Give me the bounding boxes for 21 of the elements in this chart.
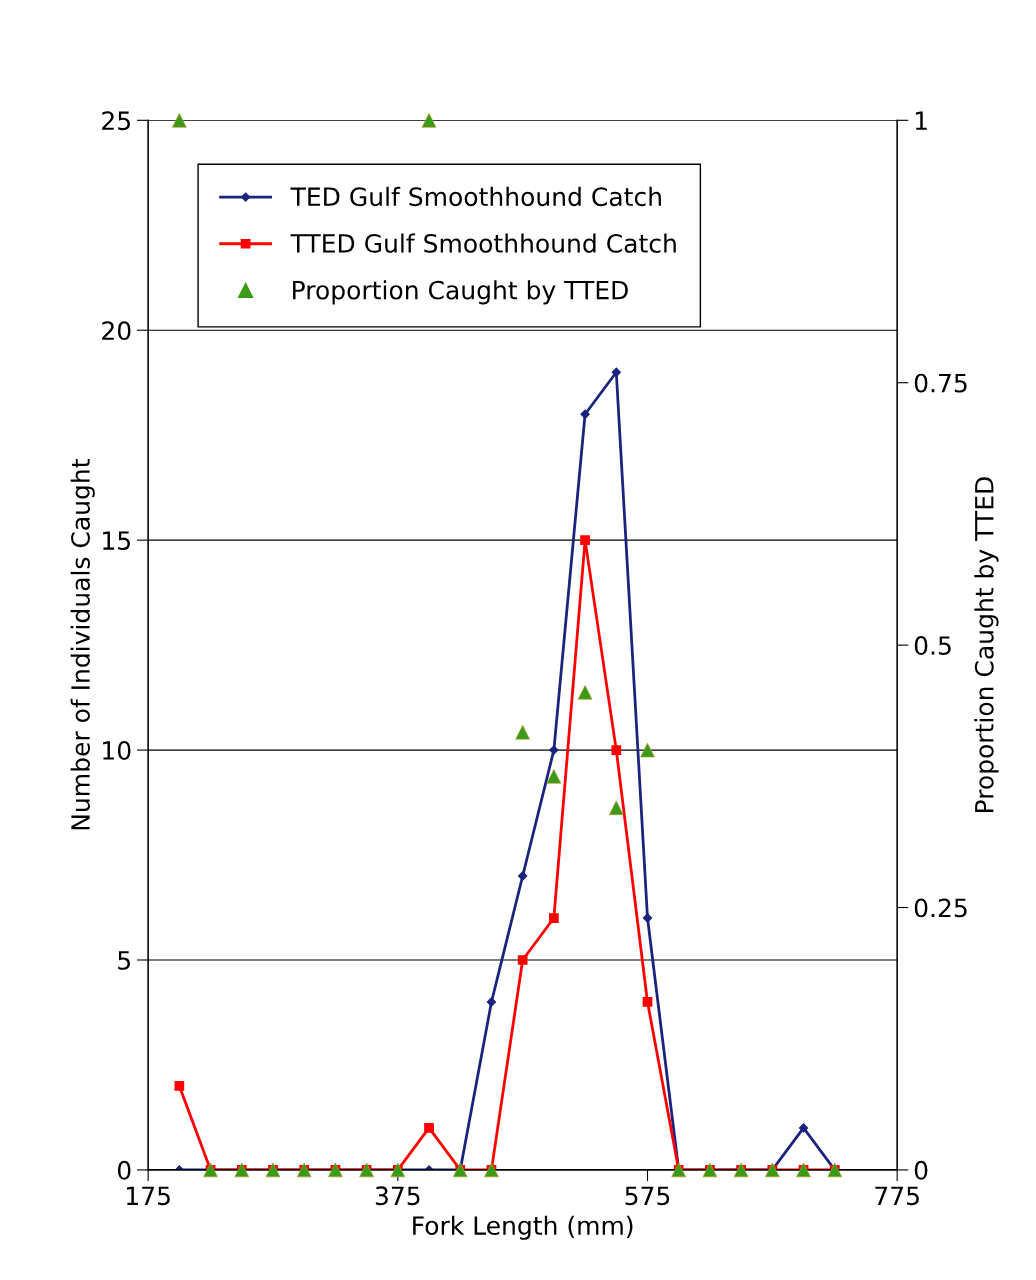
y-tick-label: 25 xyxy=(102,111,130,131)
y-axis-title: Number of Individuals Caught xyxy=(70,459,95,830)
y2-tick-label: 1 xyxy=(915,111,927,130)
y-tick-label: 15 xyxy=(103,531,130,551)
legend-label: TED Gulf Smoothhound Catch xyxy=(290,186,661,207)
x-tick-label: 375 xyxy=(375,1186,420,1206)
y-tick-label: 0 xyxy=(117,1160,131,1180)
y2-tick-label: 0.5 xyxy=(914,636,951,655)
x-tick-label: 175 xyxy=(127,1186,170,1206)
x-tick-label: 775 xyxy=(875,1186,919,1206)
y2-tick-label: 0 xyxy=(914,1160,928,1180)
x-tick-label: 575 xyxy=(625,1186,670,1206)
y-tick-label: 5 xyxy=(118,951,130,970)
y2-tick-label: 0.75 xyxy=(914,373,967,393)
x-axis-title: Fork Length (mm) xyxy=(413,1215,633,1240)
legend-label: TTED Gulf Smoothhound Catch xyxy=(290,233,676,253)
y-tick-label: 10 xyxy=(103,741,131,760)
y2-axis-title: Proportion Caught by TTED xyxy=(974,477,999,813)
y2-tick-label: 0.25 xyxy=(914,898,967,918)
y-tick-label: 20 xyxy=(102,321,131,341)
legend-label: Proportion Caught by TTED xyxy=(293,280,628,305)
